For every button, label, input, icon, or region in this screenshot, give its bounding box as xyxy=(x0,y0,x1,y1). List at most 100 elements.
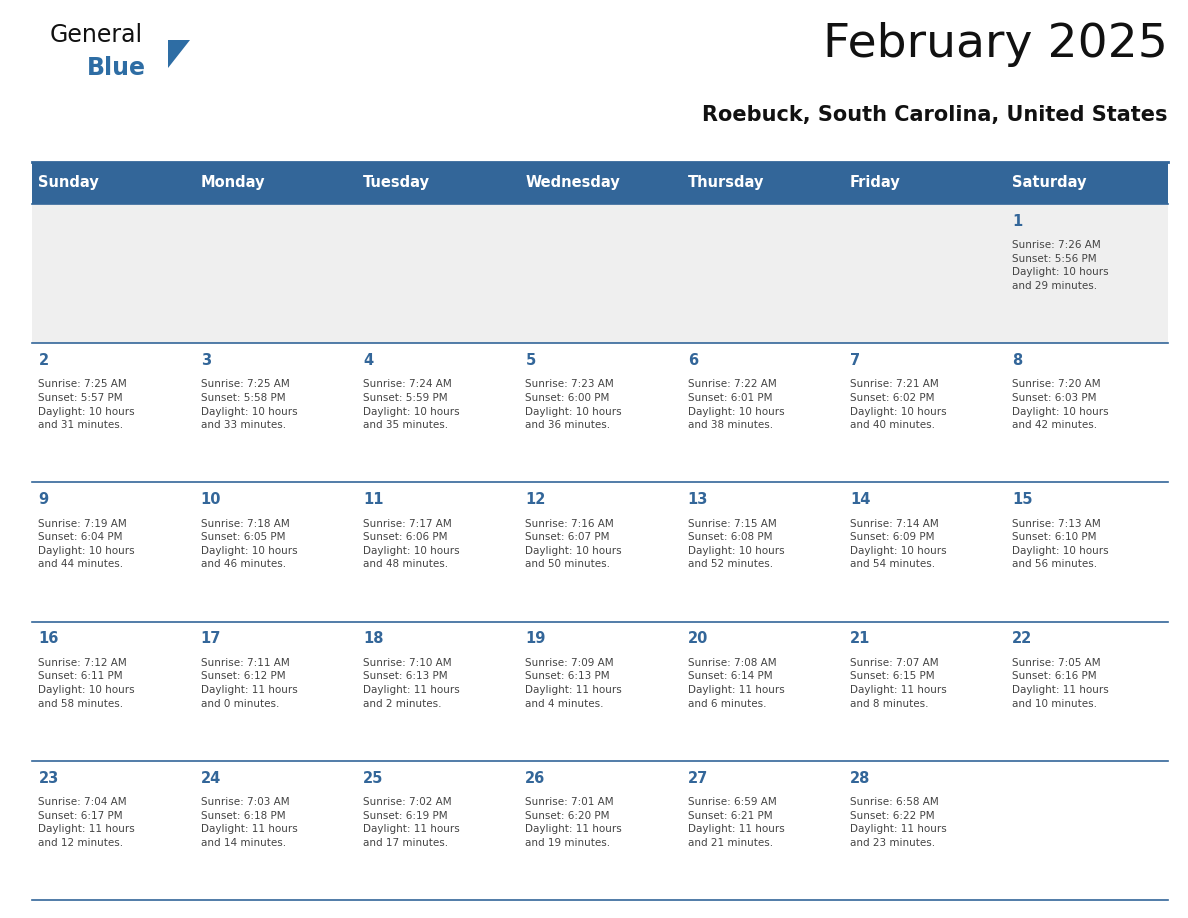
Bar xyxy=(356,162,519,204)
Bar xyxy=(32,621,195,761)
Text: Sunrise: 7:23 AM
Sunset: 6:00 PM
Daylight: 10 hours
and 36 minutes.: Sunrise: 7:23 AM Sunset: 6:00 PM Dayligh… xyxy=(525,379,623,431)
Text: 26: 26 xyxy=(525,770,545,786)
Text: 6: 6 xyxy=(688,353,697,368)
Text: 9: 9 xyxy=(38,492,49,507)
Text: Sunrise: 7:10 AM
Sunset: 6:13 PM
Daylight: 11 hours
and 2 minutes.: Sunrise: 7:10 AM Sunset: 6:13 PM Dayligh… xyxy=(364,658,460,709)
Text: 21: 21 xyxy=(849,632,871,646)
Text: 14: 14 xyxy=(849,492,871,507)
Text: 16: 16 xyxy=(38,632,59,646)
Bar xyxy=(519,162,681,204)
Text: 3: 3 xyxy=(201,353,211,368)
Bar xyxy=(681,482,843,621)
Text: 17: 17 xyxy=(201,632,221,646)
Text: 5: 5 xyxy=(525,353,536,368)
Text: February 2025: February 2025 xyxy=(823,22,1168,67)
Text: Blue: Blue xyxy=(87,56,146,80)
Bar xyxy=(843,761,1006,900)
Bar xyxy=(32,761,195,900)
Bar xyxy=(195,761,356,900)
Bar xyxy=(681,204,843,343)
Text: Sunrise: 7:05 AM
Sunset: 6:16 PM
Daylight: 11 hours
and 10 minutes.: Sunrise: 7:05 AM Sunset: 6:16 PM Dayligh… xyxy=(1012,658,1108,709)
Bar xyxy=(32,162,195,204)
Text: Monday: Monday xyxy=(201,175,265,191)
Text: 23: 23 xyxy=(38,770,58,786)
Text: 13: 13 xyxy=(688,492,708,507)
Text: Sunrise: 7:25 AM
Sunset: 5:57 PM
Daylight: 10 hours
and 31 minutes.: Sunrise: 7:25 AM Sunset: 5:57 PM Dayligh… xyxy=(38,379,135,431)
Text: Tuesday: Tuesday xyxy=(364,175,430,191)
Bar xyxy=(32,343,195,482)
Text: 25: 25 xyxy=(364,770,384,786)
Text: Sunrise: 7:22 AM
Sunset: 6:01 PM
Daylight: 10 hours
and 38 minutes.: Sunrise: 7:22 AM Sunset: 6:01 PM Dayligh… xyxy=(688,379,784,431)
Text: Sunrise: 7:19 AM
Sunset: 6:04 PM
Daylight: 10 hours
and 44 minutes.: Sunrise: 7:19 AM Sunset: 6:04 PM Dayligh… xyxy=(38,519,135,569)
Bar xyxy=(195,621,356,761)
Polygon shape xyxy=(168,40,190,68)
Text: 2: 2 xyxy=(38,353,49,368)
Text: Sunrise: 7:20 AM
Sunset: 6:03 PM
Daylight: 10 hours
and 42 minutes.: Sunrise: 7:20 AM Sunset: 6:03 PM Dayligh… xyxy=(1012,379,1108,431)
Bar xyxy=(843,343,1006,482)
Bar xyxy=(356,761,519,900)
Text: Saturday: Saturday xyxy=(1012,175,1087,191)
Text: 12: 12 xyxy=(525,492,545,507)
Bar xyxy=(32,204,195,343)
Bar xyxy=(519,621,681,761)
Text: Sunrise: 7:12 AM
Sunset: 6:11 PM
Daylight: 10 hours
and 58 minutes.: Sunrise: 7:12 AM Sunset: 6:11 PM Dayligh… xyxy=(38,658,135,709)
Text: Sunrise: 7:24 AM
Sunset: 5:59 PM
Daylight: 10 hours
and 35 minutes.: Sunrise: 7:24 AM Sunset: 5:59 PM Dayligh… xyxy=(364,379,460,431)
Text: 7: 7 xyxy=(849,353,860,368)
Bar xyxy=(195,482,356,621)
Bar xyxy=(843,162,1006,204)
Text: General: General xyxy=(50,23,143,47)
Text: Sunrise: 7:03 AM
Sunset: 6:18 PM
Daylight: 11 hours
and 14 minutes.: Sunrise: 7:03 AM Sunset: 6:18 PM Dayligh… xyxy=(201,797,297,848)
Text: Sunrise: 7:26 AM
Sunset: 5:56 PM
Daylight: 10 hours
and 29 minutes.: Sunrise: 7:26 AM Sunset: 5:56 PM Dayligh… xyxy=(1012,241,1108,291)
Text: Sunrise: 7:04 AM
Sunset: 6:17 PM
Daylight: 11 hours
and 12 minutes.: Sunrise: 7:04 AM Sunset: 6:17 PM Dayligh… xyxy=(38,797,135,848)
Text: 8: 8 xyxy=(1012,353,1023,368)
Bar xyxy=(843,204,1006,343)
Bar xyxy=(681,162,843,204)
Text: Roebuck, South Carolina, United States: Roebuck, South Carolina, United States xyxy=(702,105,1168,125)
Bar xyxy=(195,162,356,204)
Bar xyxy=(519,204,681,343)
Text: Wednesday: Wednesday xyxy=(525,175,620,191)
Bar xyxy=(681,343,843,482)
Text: Sunday: Sunday xyxy=(38,175,100,191)
Text: Sunrise: 7:14 AM
Sunset: 6:09 PM
Daylight: 10 hours
and 54 minutes.: Sunrise: 7:14 AM Sunset: 6:09 PM Dayligh… xyxy=(849,519,947,569)
Bar xyxy=(195,204,356,343)
Text: Sunrise: 7:08 AM
Sunset: 6:14 PM
Daylight: 11 hours
and 6 minutes.: Sunrise: 7:08 AM Sunset: 6:14 PM Dayligh… xyxy=(688,658,784,709)
Text: 18: 18 xyxy=(364,632,384,646)
Text: 10: 10 xyxy=(201,492,221,507)
Bar xyxy=(681,621,843,761)
Bar xyxy=(1006,204,1168,343)
Bar xyxy=(32,482,195,621)
Text: 11: 11 xyxy=(364,492,384,507)
Bar xyxy=(1006,621,1168,761)
Text: Sunrise: 7:07 AM
Sunset: 6:15 PM
Daylight: 11 hours
and 8 minutes.: Sunrise: 7:07 AM Sunset: 6:15 PM Dayligh… xyxy=(849,658,947,709)
Text: 28: 28 xyxy=(849,770,871,786)
Bar xyxy=(356,621,519,761)
Bar xyxy=(519,482,681,621)
Bar xyxy=(843,621,1006,761)
Text: Sunrise: 7:13 AM
Sunset: 6:10 PM
Daylight: 10 hours
and 56 minutes.: Sunrise: 7:13 AM Sunset: 6:10 PM Dayligh… xyxy=(1012,519,1108,569)
Text: Sunrise: 7:09 AM
Sunset: 6:13 PM
Daylight: 11 hours
and 4 minutes.: Sunrise: 7:09 AM Sunset: 6:13 PM Dayligh… xyxy=(525,658,623,709)
Bar xyxy=(1006,482,1168,621)
Text: 4: 4 xyxy=(364,353,373,368)
Text: 19: 19 xyxy=(525,632,545,646)
Text: Sunrise: 7:21 AM
Sunset: 6:02 PM
Daylight: 10 hours
and 40 minutes.: Sunrise: 7:21 AM Sunset: 6:02 PM Dayligh… xyxy=(849,379,947,431)
Bar xyxy=(1006,761,1168,900)
Bar xyxy=(356,204,519,343)
Bar xyxy=(519,343,681,482)
Bar xyxy=(356,343,519,482)
Text: 15: 15 xyxy=(1012,492,1032,507)
Text: Sunrise: 6:59 AM
Sunset: 6:21 PM
Daylight: 11 hours
and 21 minutes.: Sunrise: 6:59 AM Sunset: 6:21 PM Dayligh… xyxy=(688,797,784,848)
Bar xyxy=(843,482,1006,621)
Text: 22: 22 xyxy=(1012,632,1032,646)
Text: Thursday: Thursday xyxy=(688,175,764,191)
Text: Sunrise: 7:15 AM
Sunset: 6:08 PM
Daylight: 10 hours
and 52 minutes.: Sunrise: 7:15 AM Sunset: 6:08 PM Dayligh… xyxy=(688,519,784,569)
Text: Sunrise: 7:18 AM
Sunset: 6:05 PM
Daylight: 10 hours
and 46 minutes.: Sunrise: 7:18 AM Sunset: 6:05 PM Dayligh… xyxy=(201,519,297,569)
Text: Sunrise: 7:16 AM
Sunset: 6:07 PM
Daylight: 10 hours
and 50 minutes.: Sunrise: 7:16 AM Sunset: 6:07 PM Dayligh… xyxy=(525,519,623,569)
Text: 20: 20 xyxy=(688,632,708,646)
Bar xyxy=(519,761,681,900)
Bar xyxy=(681,761,843,900)
Text: Sunrise: 7:02 AM
Sunset: 6:19 PM
Daylight: 11 hours
and 17 minutes.: Sunrise: 7:02 AM Sunset: 6:19 PM Dayligh… xyxy=(364,797,460,848)
Text: Sunrise: 7:25 AM
Sunset: 5:58 PM
Daylight: 10 hours
and 33 minutes.: Sunrise: 7:25 AM Sunset: 5:58 PM Dayligh… xyxy=(201,379,297,431)
Bar xyxy=(1006,162,1168,204)
Text: Sunrise: 6:58 AM
Sunset: 6:22 PM
Daylight: 11 hours
and 23 minutes.: Sunrise: 6:58 AM Sunset: 6:22 PM Dayligh… xyxy=(849,797,947,848)
